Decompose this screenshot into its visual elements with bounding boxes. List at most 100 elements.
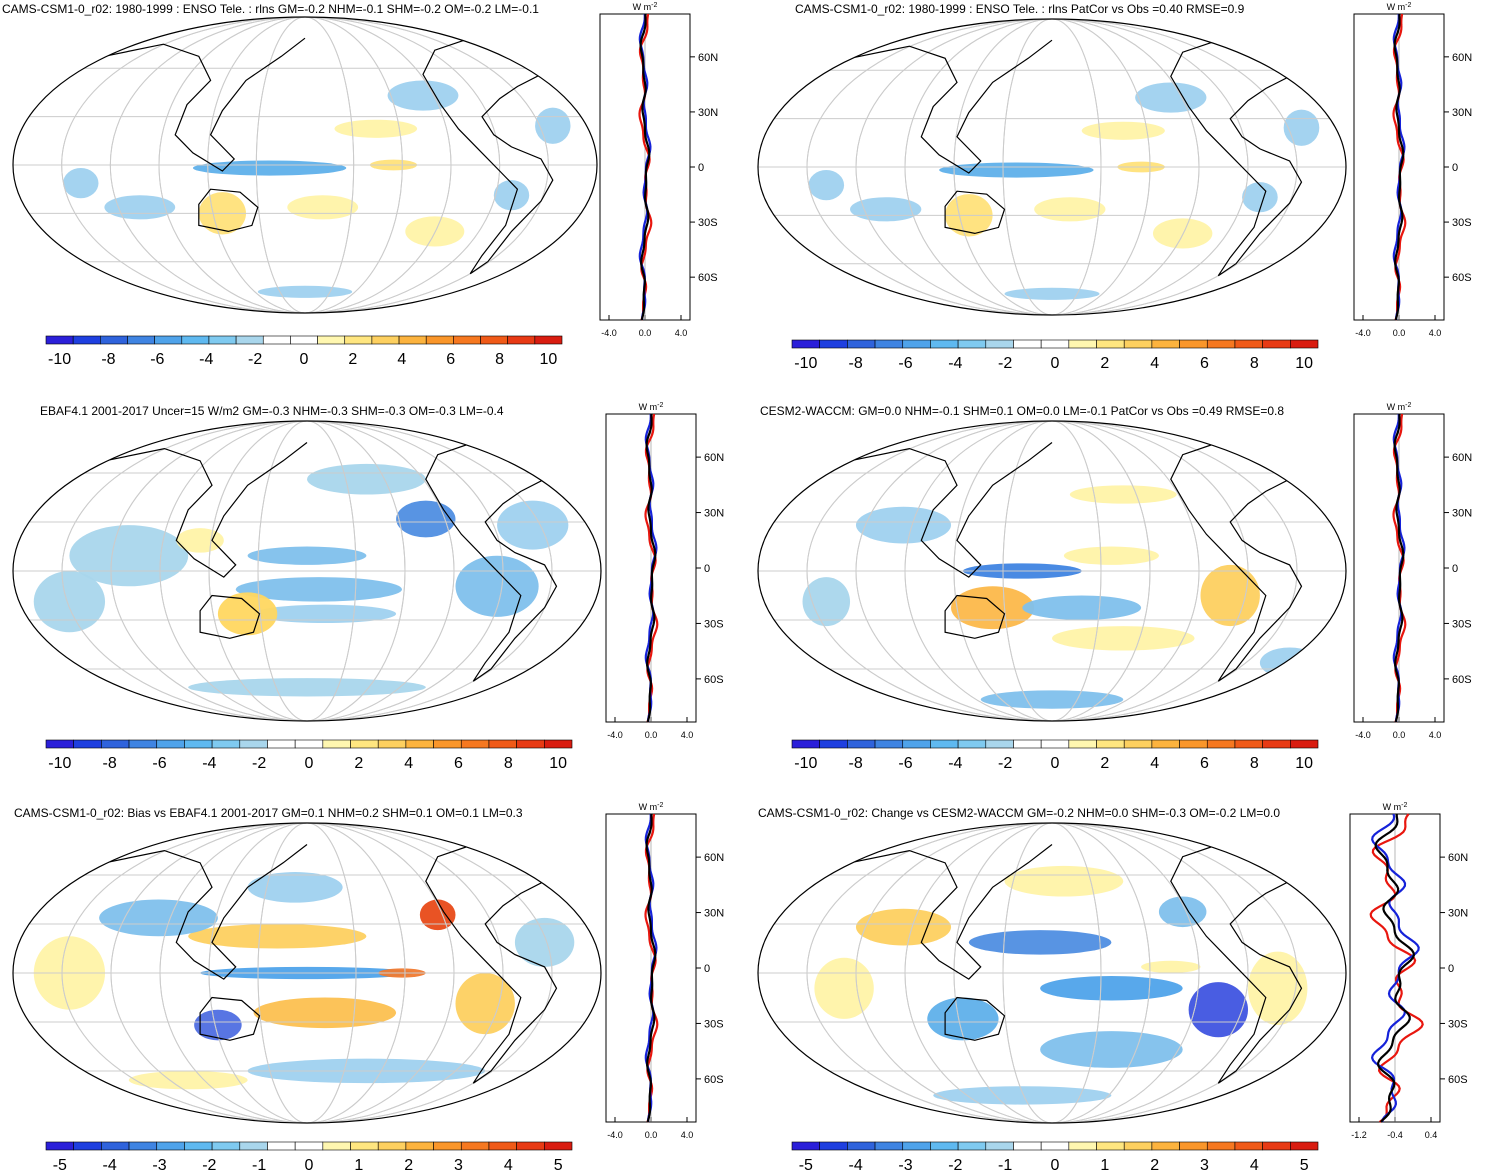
colorbar-label: -6 — [898, 355, 912, 372]
zonal-lat-label: 0 — [1452, 162, 1458, 174]
colorbar-swatch — [1151, 339, 1180, 349]
colorbar-swatch — [1290, 739, 1319, 749]
map-plot — [12, 822, 602, 1124]
colorbar-swatch — [377, 1141, 407, 1151]
colorbar-swatch — [262, 335, 291, 345]
longitude-gridline — [109, 17, 501, 313]
colorbar-swatch — [239, 739, 268, 749]
zonal-mean-plot: W m-2 60N 30N 0 30S 60S -4.0 0.0 4.0 — [599, 2, 718, 338]
zonal-x-label: 4.0 — [681, 1130, 694, 1140]
anomaly-region — [99, 899, 218, 937]
colorbar-swatch — [819, 739, 848, 749]
zonal-lat-label: 30S — [698, 217, 718, 229]
longitude-gridline — [904, 823, 1200, 1123]
colorbar-label: -3 — [152, 1157, 166, 1174]
zonal-x-label: 0.0 — [645, 1130, 658, 1140]
colorbar: -5 -4 -3 -2 -1 0 1 2 3 4 5 — [791, 1141, 1319, 1174]
colorbar-swatch — [480, 335, 508, 345]
zonal-unit-label: W m-2 — [1387, 2, 1412, 12]
longitude-gridline — [855, 823, 1249, 1123]
colorbar-swatch — [930, 339, 959, 349]
colorbar-swatch — [100, 335, 128, 345]
colorbar-swatch — [874, 739, 904, 749]
colorbar-swatch — [154, 335, 183, 345]
anomaly-region — [387, 80, 459, 111]
longitude-gridline — [110, 421, 504, 721]
colorbar-swatch — [791, 1141, 820, 1151]
zonal-x-label: -4.0 — [607, 730, 623, 740]
anomaly-region — [497, 500, 569, 550]
anomaly-region — [1069, 485, 1177, 504]
colorbar-swatch — [1179, 739, 1208, 749]
colorbar-swatch — [1206, 1141, 1236, 1151]
coastline — [1170, 843, 1303, 1084]
zonal-unit-label: W m-2 — [1387, 402, 1412, 412]
colorbar-swatch — [985, 339, 1014, 349]
colorbar-swatch — [1096, 739, 1125, 749]
zonal-lat-label: 30N — [1448, 908, 1468, 920]
zonal-unit-label: W m-2 — [633, 2, 658, 12]
colorbar-swatch — [267, 739, 296, 749]
colorbar-swatch — [344, 335, 373, 345]
zonal-lat-label: 60N — [704, 852, 724, 864]
colorbar-label: 8 — [1250, 355, 1259, 372]
colorbar-swatch — [985, 739, 1014, 749]
colorbar-swatch — [874, 1141, 904, 1151]
panel-title: CAMS-CSM1-0_r02: Bias vs EBAF4.1 2001-20… — [14, 806, 523, 820]
anomaly-region — [247, 872, 343, 903]
coastline — [425, 843, 558, 1084]
anomaly-region — [33, 571, 106, 633]
colorbar-label: -5 — [53, 1157, 67, 1174]
colorbar-swatch — [156, 1141, 185, 1151]
anomaly-region — [235, 577, 403, 602]
anomaly-region — [1022, 595, 1142, 620]
colorbar-label: -10 — [794, 355, 817, 372]
colorbar-label: -2 — [948, 1157, 962, 1174]
anomaly-region — [257, 285, 353, 298]
colorbar-swatch — [405, 1141, 434, 1151]
colorbar-label: 10 — [1295, 355, 1313, 372]
colorbar-swatch — [985, 1141, 1014, 1151]
colorbar-swatch — [294, 1141, 324, 1151]
longitude-gridline — [207, 17, 403, 313]
longitude-gridline — [953, 19, 1151, 315]
colorbar-swatch — [1179, 1141, 1208, 1151]
panel-title: CESM2-WACCM: GM=0.0 NHM=-0.1 SHM=0.1 OM=… — [760, 404, 1285, 418]
zonal-lat-label: 30N — [698, 107, 718, 119]
colorbar-label: 6 — [1200, 755, 1209, 772]
colorbar-swatch — [1013, 1141, 1042, 1151]
colorbar: -10 -8 -6 -4 -2 0 2 4 6 8 10 — [791, 739, 1319, 772]
zonal-lat-label: 60S — [698, 272, 718, 284]
colorbar-label: 10 — [540, 351, 558, 368]
anomaly-region — [307, 463, 426, 495]
zonal-x-label: 0.4 — [1425, 1130, 1438, 1140]
colorbar: -5 -4 -3 -2 -1 0 1 2 3 4 5 — [45, 1141, 573, 1174]
colorbar-label: 0 — [1051, 355, 1060, 372]
colorbar-label: -8 — [101, 351, 115, 368]
colorbar-swatch — [405, 739, 434, 749]
zonal-lat-label: 30S — [1448, 1018, 1468, 1030]
zonal-mean-plot: W m-2 60N 30N 0 30S 60S -4.0 0.0 4.0 — [605, 402, 724, 740]
colorbar-swatch — [1290, 1141, 1319, 1151]
zonal-lat-label: 60N — [1452, 52, 1472, 64]
zonal-mean-plot: W m-2 60N 30N 0 30S 60S -4.0 0.0 4.0 — [1353, 2, 1472, 338]
colorbar-label: -2 — [252, 755, 266, 772]
colorbar-label: -4 — [948, 755, 962, 772]
coastline — [766, 39, 1053, 174]
colorbar-label: 3 — [1200, 1157, 1209, 1174]
colorbar-swatch — [211, 739, 241, 749]
anomaly-region — [855, 506, 952, 544]
colorbar-swatch — [1234, 339, 1263, 349]
colorbar-swatch — [516, 739, 545, 749]
colorbar-label: -4 — [103, 1157, 117, 1174]
colorbar-swatch — [453, 335, 481, 345]
zonal-lat-label: 30S — [1452, 618, 1472, 630]
longitude-gridline — [159, 421, 455, 721]
colorbar-swatch — [290, 335, 318, 345]
colorbar: -10 -8 -6 -4 -2 0 2 4 6 8 10 — [791, 339, 1319, 372]
anomaly-region — [933, 1086, 1112, 1105]
colorbar-swatch — [294, 739, 324, 749]
zonal-obs-line — [1370, 813, 1420, 1123]
anomaly-region — [334, 119, 418, 138]
anomaly-region — [802, 577, 851, 627]
